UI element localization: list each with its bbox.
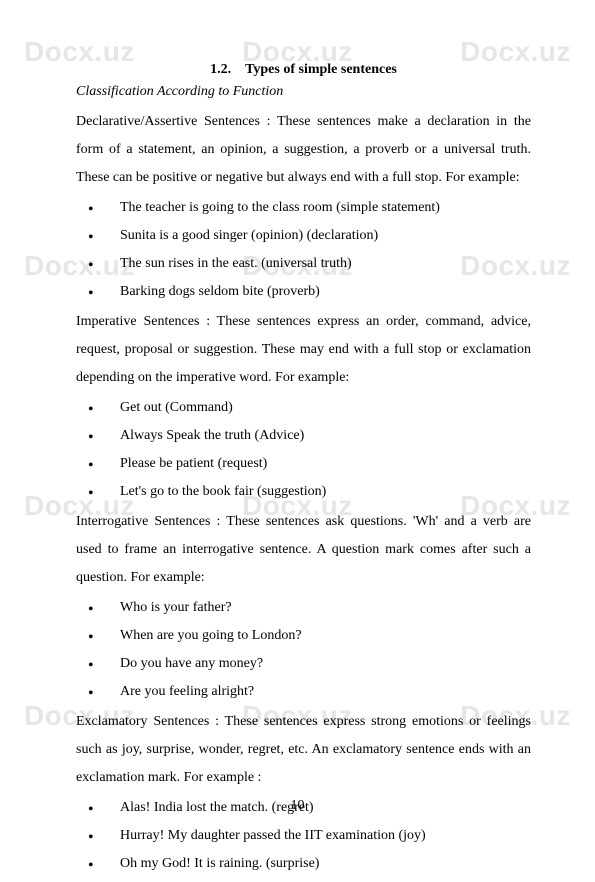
list-item: Sunita is a good singer (opinion) (decla…	[76, 222, 531, 250]
list-item: When are you going to London?	[76, 622, 531, 650]
paragraph: Imperative Sentences : These sentences e…	[76, 308, 531, 392]
title-number: 1.2.	[210, 62, 231, 77]
list-item: Alas! India lost the match. (regret)	[76, 794, 531, 822]
paragraph: Interrogative Sentences : These sentence…	[76, 508, 531, 592]
page-content: 1.2. Types of simple sentences Classific…	[0, 0, 595, 878]
bullet-list: The teacher is going to the class room (…	[76, 194, 531, 306]
list-item: Please be patient (request)	[76, 450, 531, 478]
section-title: 1.2. Types of simple sentences	[76, 62, 531, 78]
list-item: Get out (Command)	[76, 394, 531, 422]
list-item: Oh my God! It is raining. (surprise)	[76, 850, 531, 878]
list-item: Always Speak the truth (Advice)	[76, 422, 531, 450]
paragraph: Declarative/Assertive Sentences : These …	[76, 108, 531, 192]
list-item: Hurray! My daughter passed the IIT exami…	[76, 822, 531, 850]
subtitle: Classification According to Function	[76, 84, 531, 100]
bullet-list: Who is your father? When are you going t…	[76, 594, 531, 706]
list-item: The teacher is going to the class room (…	[76, 194, 531, 222]
list-item: Are you feeling alright?	[76, 678, 531, 706]
list-item: The sun rises in the east. (universal tr…	[76, 250, 531, 278]
bullet-list: Get out (Command) Always Speak the truth…	[76, 394, 531, 506]
list-item: Barking dogs seldom bite (proverb)	[76, 278, 531, 306]
bullet-list: Alas! India lost the match. (regret) Hur…	[76, 794, 531, 878]
paragraph: Exclamatory Sentences : These sentences …	[76, 708, 531, 792]
list-item: Do you have any money?	[76, 650, 531, 678]
title-text: Types of simple sentences	[245, 62, 397, 77]
list-item: Who is your father?	[76, 594, 531, 622]
list-item: Let's go to the book fair (suggestion)	[76, 478, 531, 506]
